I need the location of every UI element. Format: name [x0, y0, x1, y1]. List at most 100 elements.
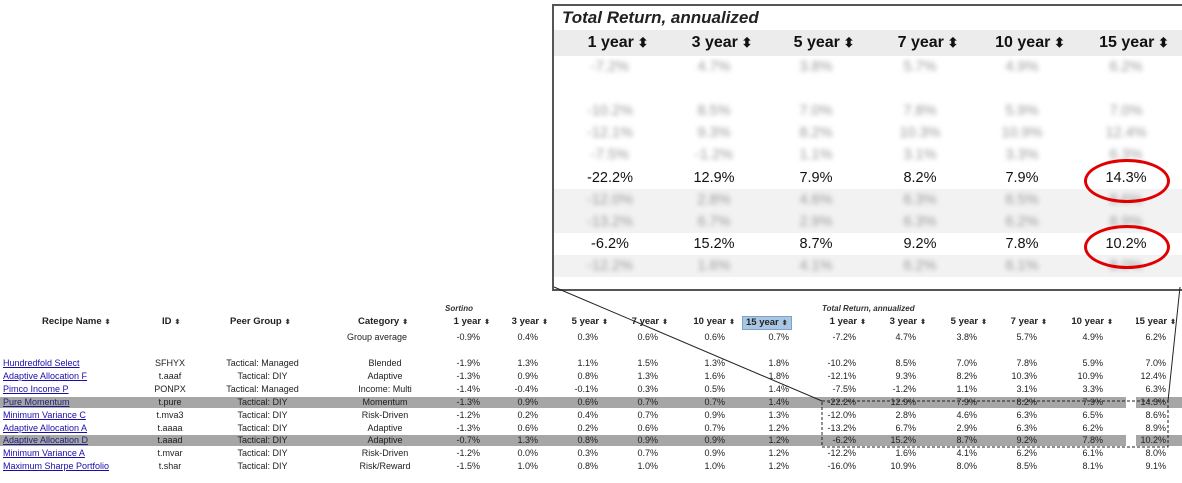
table-row[interactable]: Hundredfold Select SFHYX Tactical: Managed…: [0, 358, 1182, 369]
table-row[interactable]: Minimum Variance A t.mvar Tactical: DIY Ris…: [0, 448, 1182, 459]
row-return-value: 1.6%: [895, 448, 916, 459]
recipe-name-link[interactable]: Pure Momentum: [3, 396, 70, 407]
recipe-name-link[interactable]: Adaptive Allocation F: [3, 370, 88, 381]
header-return-4[interactable]: 10 year ⬍: [1071, 316, 1113, 328]
header-return-3[interactable]: 7 year ⬍: [1011, 316, 1047, 328]
table-row[interactable]: Pimco Income P PONPX Tactical: Managed Inco…: [0, 384, 1182, 395]
callout-header-2: 5 year ⬍: [774, 30, 874, 56]
table-row[interactable]: Adaptive Allocation F t.aaaf Tactical: DIY…: [0, 371, 1182, 382]
header-category[interactable]: Category ⬍: [358, 316, 448, 328]
recipe-name-link[interactable]: Minimum Variance A: [3, 448, 85, 459]
group-average-label: Group average: [347, 332, 408, 342]
sort-updown-icon[interactable]: ⬍: [729, 319, 735, 326]
recipe-name-link[interactable]: Adaptive Allocation D: [3, 435, 89, 446]
row-return-value: 7.9%: [1082, 396, 1103, 407]
callout-value: -12.2%: [587, 257, 633, 274]
callout-value: -12.0%: [587, 191, 633, 208]
row-sortino-value: 1.3%: [637, 370, 658, 381]
recipe-name-link[interactable]: Maximum Sharpe Portfolio: [3, 461, 110, 472]
callout-value: -10.2%: [587, 103, 633, 120]
row-sortino-value: 1.0%: [637, 461, 658, 472]
row-sortino-value: -1.9%: [456, 358, 480, 368]
row-sortino-value: 1.6%: [704, 370, 725, 381]
table-row[interactable]: Pure Momentum t.pure Tactical: DIY Momentum…: [0, 396, 1182, 408]
row-return-value: 2.9%: [956, 422, 977, 433]
header-return-2[interactable]: 5 year ⬍: [951, 316, 987, 328]
callout-header-5: 15 year ⬍: [1084, 30, 1182, 56]
row-sortino-value: 0.7%: [637, 409, 658, 420]
sort-updown-icon[interactable]: ⬍: [860, 319, 866, 326]
header-sortino-0[interactable]: 1 year ⬍: [454, 316, 490, 328]
sort-updown-icon[interactable]: ⬍: [284, 319, 291, 326]
callout-value: 9.2%: [903, 235, 937, 252]
sort-updown-icon[interactable]: ⬍: [1041, 319, 1047, 326]
row-sortino-value: 0.4%: [577, 409, 598, 420]
table-row[interactable]: Minimum Variance C t.mva3 Tactical: DIY Ris…: [0, 410, 1182, 421]
header-recipe-name[interactable]: Recipe Name ⬍: [42, 316, 152, 328]
sort-updown-icon[interactable]: ⬍: [781, 320, 788, 327]
sort-updown-icon[interactable]: ⬍: [920, 319, 926, 326]
sort-updown-icon[interactable]: ⬍: [402, 319, 409, 326]
sort-updown-icon: ⬍: [1154, 35, 1169, 50]
row-category: Risk-Driven: [361, 448, 409, 459]
callout-value: -13.2%: [587, 213, 633, 230]
row-return-value: 9.3%: [895, 370, 916, 381]
row-sortino-value: 0.7%: [637, 448, 658, 459]
recipe-name-link[interactable]: Adaptive Allocation A: [3, 422, 88, 433]
row-sortino-value: 0.6%: [577, 396, 598, 407]
table-row[interactable]: Maximum Sharpe Portfolio t.shar Tactical: …: [0, 461, 1182, 472]
callout-value: 3.1%: [903, 147, 937, 164]
header-sortino-5[interactable]: 15 year ⬍: [742, 316, 792, 330]
row-sortino-value: -0.4%: [514, 383, 538, 394]
row-sortino-value: 0.8%: [577, 461, 598, 472]
row-return-value: 14.3%: [1140, 396, 1166, 407]
header-sortino-1[interactable]: 3 year ⬍: [512, 316, 548, 328]
callout-value: 12.9%: [693, 169, 735, 186]
row-sortino-value: 0.2%: [517, 409, 538, 420]
row-sortino-value: 1.2%: [768, 461, 789, 472]
sort-updown-icon[interactable]: ⬍: [104, 319, 111, 326]
header-sortino-2[interactable]: 5 year ⬍: [572, 316, 608, 328]
group-average-return: 4.7%: [895, 332, 916, 342]
sort-updown-icon[interactable]: ⬍: [602, 319, 608, 326]
header-return-1[interactable]: 3 year ⬍: [890, 316, 926, 328]
row-return-value: 15.2%: [890, 435, 916, 446]
header-return-5[interactable]: 15 year ⬍: [1134, 316, 1176, 328]
callout-header-0-label: 1 year: [587, 34, 634, 51]
sort-updown-icon[interactable]: ⬍: [542, 319, 548, 326]
group-average-sortino: -0.9%: [456, 332, 480, 342]
row-return-value: 10.2%: [1140, 435, 1166, 446]
header-sortino-3[interactable]: 7 year ⬍: [632, 316, 668, 328]
recipe-name-link[interactable]: Minimum Variance C: [3, 409, 86, 420]
row-sortino-value: 1.3%: [768, 409, 789, 420]
row-id: t.mvar: [157, 448, 183, 459]
row-return-value: 4.1%: [956, 448, 977, 459]
table-row[interactable]: Adaptive Allocation D t.aaad Tactical: DIY…: [0, 435, 1182, 447]
sort-updown-icon[interactable]: ⬍: [484, 319, 490, 326]
row-sortino-value: 1.4%: [768, 383, 789, 394]
row-return-value: 8.1%: [1082, 461, 1103, 472]
recipe-name-link[interactable]: Pimco Income P: [3, 383, 69, 394]
header-return-0[interactable]: 1 year ⬍: [830, 316, 866, 328]
row-sortino-value: -1.2%: [456, 409, 480, 420]
group-header-total-return: Total Return, annualized: [822, 304, 915, 313]
sort-updown-icon[interactable]: ⬍: [1107, 319, 1113, 326]
header-id[interactable]: ID ⬍: [162, 316, 202, 328]
header-sortino-1-label: 3 year: [511, 316, 540, 327]
callout-value: 4.7%: [697, 59, 731, 75]
header-peer-group[interactable]: Peer Group ⬍: [230, 316, 330, 328]
table-row[interactable]: Adaptive Allocation A t.aaaa Tactical: DIY…: [0, 423, 1182, 434]
sort-updown-icon[interactable]: ⬍: [981, 319, 987, 326]
row-sortino-value: 1.0%: [517, 461, 538, 472]
callout-value: 10.9%: [1001, 125, 1043, 142]
callout-value: 4.6%: [799, 191, 833, 208]
header-sortino-4[interactable]: 10 year ⬍: [693, 316, 735, 328]
row-return-value: -7.5%: [832, 383, 856, 394]
recipe-name-link[interactable]: Hundredfold Select: [3, 358, 80, 368]
sort-updown-icon[interactable]: ⬍: [1170, 319, 1176, 326]
sort-updown-icon[interactable]: ⬍: [662, 319, 668, 326]
sort-updown-icon[interactable]: ⬍: [174, 319, 181, 326]
callout-row: -10.2% 8.5% 7.0% 7.8% 5.9% 7.0%: [554, 100, 1182, 122]
row-return-value: -22.2%: [827, 396, 856, 407]
header-recipe-name-label: Recipe Name: [42, 316, 102, 327]
